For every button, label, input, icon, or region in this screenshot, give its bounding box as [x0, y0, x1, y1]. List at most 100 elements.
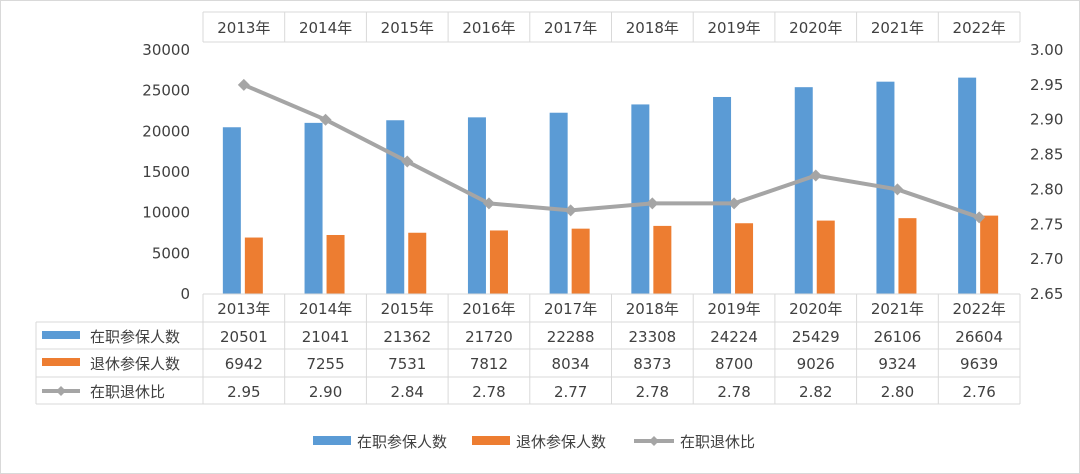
table-cell: 20501 — [220, 328, 268, 346]
bar-active — [304, 122, 323, 294]
top-category-label: 2021年 — [871, 19, 924, 37]
ratio-line — [243, 83, 980, 220]
table-category-label: 2013年 — [217, 300, 270, 318]
table-cell: 7812 — [470, 355, 508, 373]
bar-active — [386, 120, 405, 294]
table-category-label: 2021年 — [871, 300, 924, 318]
table-cell: 8700 — [715, 355, 753, 373]
y-right-tick-label: 2.70 — [1030, 250, 1063, 268]
y-right-tick-label: 2.90 — [1030, 111, 1063, 129]
table-cell: 25429 — [792, 328, 840, 346]
y-left-tick-label: 10000 — [142, 204, 190, 222]
table-cell: 2.78 — [636, 383, 669, 401]
table-series-label: 在职退休比 — [90, 383, 165, 401]
top-category-label: 2018年 — [626, 19, 679, 37]
y-left-tick-label: 25000 — [142, 82, 190, 100]
y-left-tick-label: 15000 — [142, 163, 190, 181]
table-cell: 21362 — [383, 328, 431, 346]
bar-retired — [816, 220, 835, 294]
bar-active — [222, 127, 241, 294]
table-cell: 2.84 — [391, 383, 424, 401]
y-left-tick-label: 20000 — [142, 122, 190, 140]
y-right-tick-label: 2.85 — [1030, 146, 1063, 164]
table-cell: 2.78 — [717, 383, 750, 401]
top-category-label: 2017年 — [544, 19, 597, 37]
y-right-tick-label: 2.75 — [1030, 215, 1063, 233]
table-cell: 23308 — [628, 328, 676, 346]
y-right-tick-label: 2.80 — [1030, 180, 1063, 198]
legend-label: 在职退休比 — [680, 433, 755, 451]
ratio-point — [319, 113, 332, 126]
table-category-label: 2022年 — [953, 300, 1006, 318]
table-legend-key — [56, 386, 66, 396]
bar-active — [713, 96, 732, 294]
bar-retired — [653, 225, 672, 294]
table-cell: 2.78 — [472, 383, 505, 401]
table-category-label: 2019年 — [707, 300, 760, 318]
legend-label: 在职参保人数 — [357, 433, 447, 451]
table-cell: 8373 — [633, 355, 671, 373]
bar-retired — [571, 228, 590, 294]
ratio-point — [728, 197, 741, 210]
table-category-label: 2016年 — [462, 300, 515, 318]
table-cell: 2.77 — [554, 383, 587, 401]
top-category-label: 2013年 — [217, 19, 270, 37]
bar-retired — [735, 223, 754, 294]
table-cell: 2.76 — [962, 383, 995, 401]
y-right-tick-label: 2.95 — [1030, 76, 1063, 94]
table-cell: 24224 — [710, 328, 758, 346]
table-cell: 2.82 — [799, 383, 832, 401]
bar-active — [631, 104, 650, 294]
table-category-label: 2014年 — [299, 300, 352, 318]
top-category-label: 2019年 — [707, 19, 760, 37]
ratio-point — [564, 204, 577, 217]
bar-active — [467, 117, 486, 295]
table-legend-key — [42, 358, 80, 366]
y-left-tick-label: 0 — [180, 285, 190, 303]
top-category-label: 2020年 — [789, 19, 842, 37]
table-cell: 2.95 — [227, 383, 260, 401]
table-series-label: 在职参保人数 — [90, 328, 180, 346]
table-cell: 21720 — [465, 328, 513, 346]
bar-retired — [898, 218, 917, 294]
ratio-point — [646, 197, 659, 210]
y-left-tick-label: 5000 — [152, 244, 190, 262]
top-category-label: 2022年 — [953, 19, 1006, 37]
table-cell: 22288 — [547, 328, 595, 346]
ratio-point — [401, 155, 414, 168]
bar-retired — [244, 237, 263, 294]
table-cell: 8034 — [552, 355, 590, 373]
ratio-point — [891, 183, 904, 196]
table-cell: 2.90 — [309, 383, 342, 401]
table-series-label: 退休参保人数 — [90, 355, 180, 373]
bar-retired — [408, 232, 427, 294]
table-category-label: 2018年 — [626, 300, 679, 318]
table-cell: 7531 — [388, 355, 426, 373]
bar-retired — [326, 234, 345, 294]
table-category-label: 2015年 — [381, 300, 434, 318]
table-category-label: 2020年 — [789, 300, 842, 318]
bar-active — [794, 87, 813, 295]
ratio-point — [973, 211, 986, 224]
legend-label: 退休参保人数 — [516, 433, 606, 451]
legend-key — [472, 436, 510, 445]
table-cell: 9026 — [797, 355, 835, 373]
top-category-label: 2016年 — [462, 19, 515, 37]
table-category-label: 2017年 — [544, 300, 597, 318]
y-left-tick-label: 30000 — [142, 41, 190, 59]
y-right-tick-label: 2.65 — [1030, 285, 1063, 303]
table-cell: 6942 — [225, 355, 263, 373]
bar-active — [549, 112, 568, 294]
table-cell: 2.80 — [881, 383, 914, 401]
table-cell: 9324 — [878, 355, 916, 373]
legend-key — [649, 436, 659, 446]
bar-active — [958, 77, 977, 295]
table-cell: 7255 — [306, 355, 344, 373]
legend-key — [313, 436, 351, 445]
top-category-label: 2014年 — [299, 19, 352, 37]
ratio-point — [237, 78, 250, 91]
table-cell: 26604 — [955, 328, 1003, 346]
y-right-tick-label: 3.00 — [1030, 41, 1063, 59]
